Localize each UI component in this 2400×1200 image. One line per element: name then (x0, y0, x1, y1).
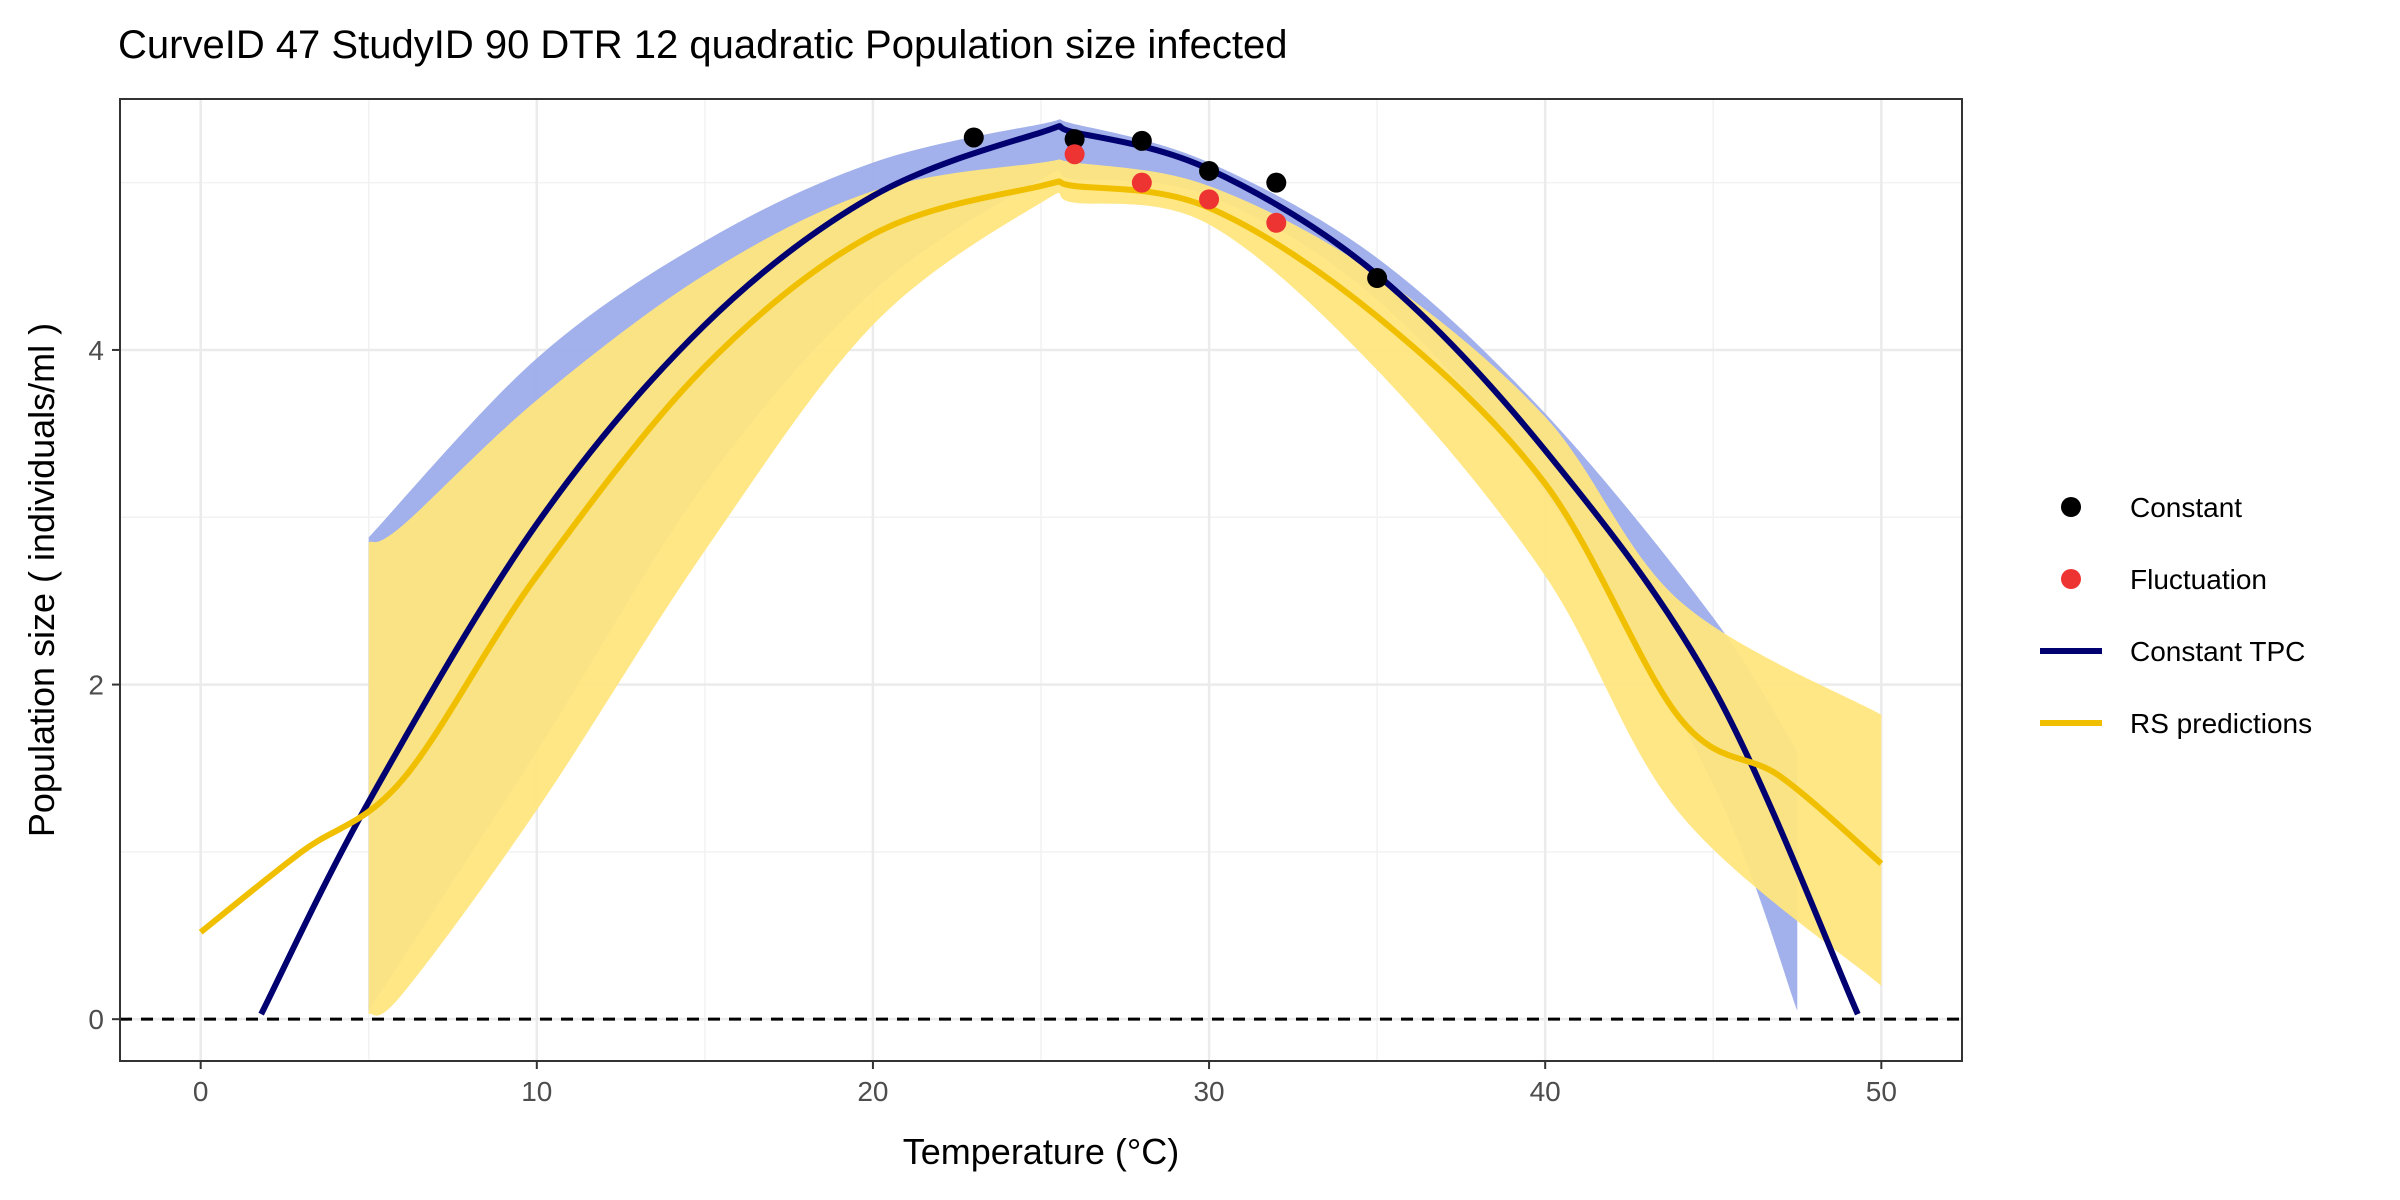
point-constant (963, 127, 984, 148)
legend-label: RS predictions (2130, 708, 2312, 739)
legend-key-point (2061, 569, 2081, 589)
point-constant (1266, 172, 1287, 193)
y-tick-label: 0 (88, 1004, 104, 1035)
y-tick-label: 2 (88, 670, 104, 701)
y-axis-title: Population size ( individuals/ml ) (21, 323, 62, 837)
x-axis-ticks: 0 10 20 30 40 50 (193, 1061, 1897, 1107)
data-points (963, 127, 1388, 289)
x-tick-label: 40 (1530, 1076, 1561, 1107)
legend-item-constant: Constant (2061, 492, 2242, 523)
x-tick-label: 50 (1866, 1076, 1897, 1107)
legend-key-point (2061, 497, 2081, 517)
band-rs-predictions-band (368, 159, 1882, 1016)
line-constant-tpc (258, 123, 1861, 1016)
point-fluctuation (1131, 172, 1152, 193)
legend-label: Fluctuation (2130, 564, 2267, 595)
line-rs-predictions (198, 178, 1884, 935)
chart-title: CurveID 47 StudyID 90 DTR 12 quadratic P… (118, 23, 1288, 67)
point-constant (1199, 160, 1220, 181)
confidence-bands (368, 119, 1882, 1016)
legend-item-constant-tpc: Constant TPC (2040, 636, 2305, 667)
curve-lines (198, 123, 1884, 1016)
point-constant (1367, 268, 1388, 289)
y-tick-label: 4 (88, 335, 104, 366)
point-constant (1131, 130, 1152, 151)
x-tick-label: 10 (521, 1076, 552, 1107)
x-tick-label: 20 (857, 1076, 888, 1107)
legend-item-fluctuation: Fluctuation (2061, 564, 2267, 595)
x-tick-label: 30 (1193, 1076, 1224, 1107)
legend-label: Constant TPC (2130, 636, 2305, 667)
x-tick-label: 0 (193, 1076, 209, 1107)
legend-label: Constant (2130, 492, 2242, 523)
plot-panel-border (119, 98, 1963, 1062)
point-fluctuation (1199, 189, 1220, 210)
x-axis-title: Temperature (°C) (903, 1131, 1179, 1172)
y-axis-ticks: 0 2 4 (88, 335, 120, 1035)
legend-item-rs-predictions: RS predictions (2040, 708, 2312, 739)
point-fluctuation (1064, 144, 1085, 165)
point-constant (1064, 129, 1085, 150)
legend: Constant Fluctuation Constant TPC RS predic… (2040, 492, 2312, 739)
point-fluctuation (1266, 212, 1287, 233)
